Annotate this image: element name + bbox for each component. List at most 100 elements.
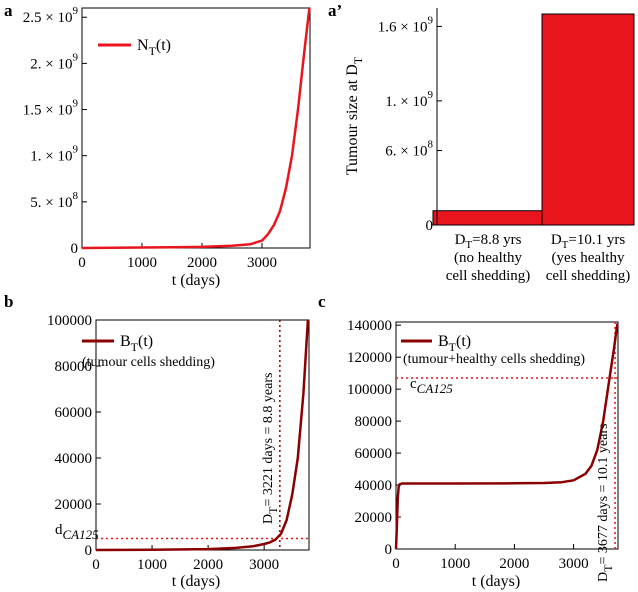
x-tick-label: 2000 — [193, 557, 223, 573]
y-tick-label: 120000 — [347, 350, 392, 366]
panel-b-xlabel: t (days) — [172, 573, 220, 590]
detection-sub: T — [601, 564, 615, 572]
bar-label-sub: T — [465, 239, 472, 251]
panel-a-prime-bars — [432, 13, 635, 226]
y-tick-base: 1.5 × 10 — [23, 103, 73, 119]
y-tick-label: 20000 — [55, 497, 93, 513]
panel-a-prime-bar-labels: DT=8.8 yrs(no healthy cell shedding) DT=10… — [446, 232, 631, 284]
y-tick-exponent: 9 — [73, 98, 79, 110]
panel-c-legend-label: BT(t) — [438, 333, 471, 354]
y-tick-base: 1. × 10 — [385, 94, 427, 110]
y-tick-base: 0 — [426, 218, 434, 234]
panel-b-threshold-label: dCA125 — [55, 522, 99, 542]
panel-a-prime-label: a’ — [328, 1, 342, 20]
y-tick-label: 20000 — [355, 510, 393, 526]
panel-b-series — [95, 319, 310, 552]
y-tick-label: 1.5 × 109 — [23, 98, 79, 119]
y-tick-label: 80000 — [55, 359, 93, 375]
y-tick-base: 2.5 × 10 — [23, 10, 73, 26]
y-tick-base: 2. × 10 — [30, 56, 72, 72]
x-tick-label: 2000 — [187, 255, 217, 271]
panel-c-xtick-labels: 0 1000 2000 3000 — [392, 556, 588, 572]
y-tick-label: 100000 — [347, 382, 392, 398]
legend-suffix: (t) — [138, 333, 153, 350]
panel-b-legend: BT(t) (tumour cells shedding) — [82, 333, 215, 370]
panel-c-xlabel: t (days) — [472, 573, 520, 590]
legend-name: N — [137, 37, 149, 54]
panel-b-reference-lines — [96, 320, 309, 550]
x-tick-label: 1000 — [127, 255, 157, 271]
detection-sub: T — [266, 506, 280, 514]
panel-c: c 0 1000 2000 3000 0 20000 40000 60000 80000 100… — [318, 292, 619, 590]
legend-sub: T — [149, 44, 157, 58]
panel-a-label: a — [4, 1, 13, 20]
bar-label-line1: DT=8.8 yrs — [455, 232, 522, 251]
y-tick-base: 1. × 10 — [30, 149, 72, 165]
y-tick-label: 0 — [385, 542, 393, 558]
threshold-sub: CA125 — [417, 381, 454, 396]
bar — [432, 210, 544, 226]
y-tick-label: 60000 — [55, 405, 93, 421]
bar-label-sub: T — [562, 239, 569, 251]
bar-label-line1: DT=10.1 yrs — [551, 232, 626, 251]
panel-c-ytick-labels: 0 20000 40000 60000 80000 100000 120000 140000 — [347, 318, 392, 558]
panel-b: b 0 1000 2000 3000 0 20000 40000 60000 80000 100… — [4, 292, 310, 590]
x-tick-label: 0 — [78, 255, 86, 271]
y-tick-exponent: 9 — [428, 89, 434, 101]
panel-b-legend-label: BT(t) — [120, 333, 153, 354]
panel-a-ticks — [81, 16, 263, 249]
legend-name: B — [120, 333, 131, 350]
panel-c-reference-lines — [396, 322, 618, 549]
x-tick-label: 3000 — [559, 556, 589, 572]
panel-b-legend-note: (tumour cells shedding) — [82, 355, 215, 370]
threshold-sub: CA125 — [63, 527, 100, 542]
panel-a-xtick-labels: 0 1000 2000 3000 — [78, 255, 277, 271]
panel-a-prime-ylabel: Tumour size at DT — [344, 56, 365, 175]
bar-label-pre: D — [455, 232, 466, 248]
x-tick-label: 2000 — [499, 556, 529, 572]
x-tick-label: 3000 — [249, 557, 279, 573]
y-tick-base: 1.6 × 10 — [378, 19, 428, 35]
panel-a-series — [81, 7, 311, 250]
series-line — [81, 7, 311, 250]
y-tick-label: 2.5 × 109 — [23, 5, 79, 26]
y-tick-base: 5. × 10 — [30, 195, 72, 211]
bar-label-line2: (no healthy — [454, 250, 522, 266]
y-tick-label: 2. × 109 — [30, 51, 78, 72]
y-tick-exponent: 9 — [428, 14, 434, 26]
legend-suffix: (t) — [156, 37, 171, 54]
series-line — [95, 319, 310, 552]
y-tick-label: 5. × 108 — [30, 190, 78, 211]
y-tick-label: 1. × 109 — [385, 89, 433, 110]
bar-label-line3: cell shedding) — [446, 268, 531, 284]
x-tick-label: 0 — [392, 556, 400, 572]
y-tick-label: 100000 — [47, 313, 92, 329]
panel-c-frame — [395, 321, 619, 550]
y-tick-exponent: 9 — [73, 5, 79, 17]
y-tick-label: 0 — [71, 241, 79, 257]
y-tick-label: 1. × 109 — [30, 144, 78, 165]
ylabel-text: Tumour size at D — [344, 64, 361, 175]
series-line — [394, 323, 619, 550]
bar-label-line3: cell shedding) — [546, 268, 631, 284]
legend-sub: T — [131, 340, 139, 354]
threshold-pre: c — [410, 376, 417, 392]
panel-c-label: c — [318, 292, 326, 311]
y-tick-label: 80000 — [355, 414, 393, 430]
y-tick-exponent: 9 — [73, 144, 79, 156]
detection-post: = 3677 days = 10.1 years — [596, 424, 611, 565]
y-tick-label: 40000 — [55, 451, 93, 467]
legend-name: B — [438, 333, 449, 350]
bar — [541, 13, 635, 226]
x-tick-label: 1000 — [137, 557, 167, 573]
panel-c-threshold-label: cCA125 — [410, 376, 453, 396]
panel-c-series — [394, 323, 619, 550]
y-tick-exponent: 8 — [428, 139, 434, 151]
y-tick-base: 6. × 10 — [385, 144, 427, 160]
panel-b-detection-label: DT= 3221 days = 8.8 years — [261, 373, 280, 524]
